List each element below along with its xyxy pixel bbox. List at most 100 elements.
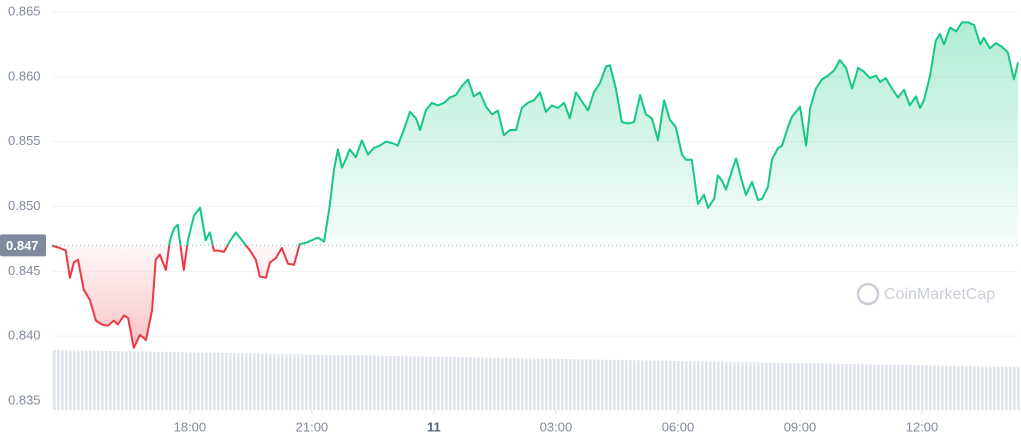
labels: 0.835 0.840 0.845 0.850 0.855 0.860 0.865 18:00… — [0, 3, 938, 434]
volume-bar — [993, 366, 996, 410]
volume-bar — [197, 352, 200, 410]
volume-bar — [725, 361, 728, 410]
volume-bar — [685, 361, 688, 410]
volume-bar — [713, 361, 716, 410]
volume-bar — [365, 355, 368, 410]
volume-bar — [385, 355, 388, 410]
watermark-text: CoinMarketCap — [884, 286, 995, 303]
volume-bar — [613, 359, 616, 410]
volume-bar — [245, 353, 248, 410]
volume-bar — [225, 353, 228, 410]
volume-bar — [373, 355, 376, 410]
baseline-label-box — [0, 234, 46, 257]
volume-bar — [677, 360, 680, 410]
volume-bar — [177, 352, 180, 410]
volume-bar — [413, 356, 416, 410]
volume-bar — [521, 358, 524, 410]
volume-bar — [637, 360, 640, 410]
volume-bar — [349, 355, 352, 410]
volume-bar — [625, 360, 628, 410]
volume-bar — [485, 357, 488, 410]
x-tick-label: 06:00 — [662, 419, 695, 434]
volume-bar — [645, 360, 648, 410]
volume-bar — [653, 360, 656, 410]
volume-bar — [941, 365, 944, 410]
x-tick-label: 21:00 — [296, 419, 329, 434]
volume-bar — [257, 353, 260, 410]
volume-bar — [861, 364, 864, 410]
volume-bar — [437, 356, 440, 410]
volume-bar — [821, 363, 824, 410]
volume-bar — [701, 361, 704, 410]
volume-bar — [297, 354, 300, 410]
volume-bar — [69, 350, 72, 410]
volume-bar — [833, 363, 836, 410]
volume-bar — [461, 357, 464, 410]
volume-bar — [849, 364, 852, 410]
volume-bar — [1017, 366, 1020, 410]
volume-bar — [585, 359, 588, 410]
volume-bar — [533, 358, 536, 410]
volume-bar — [505, 357, 508, 410]
volume-bar — [305, 354, 308, 410]
volume-bar — [281, 354, 284, 410]
volume-bar — [449, 356, 452, 410]
volume-bar — [209, 352, 212, 410]
volume-bar — [845, 363, 848, 410]
volume-bar — [113, 351, 116, 410]
volume-bar — [721, 361, 724, 410]
volume-bar — [573, 359, 576, 410]
volume-bar — [173, 352, 176, 410]
volume-bar — [289, 354, 292, 410]
volume-bar — [241, 353, 244, 410]
volume-bar — [545, 358, 548, 410]
volume-bar — [189, 352, 192, 410]
volume-bar — [1001, 366, 1004, 410]
volume-bar — [477, 357, 480, 410]
volume-bar — [317, 354, 320, 410]
volume-bar — [473, 357, 476, 410]
volume-bar — [109, 351, 112, 410]
volume-bar — [393, 356, 396, 410]
volume-bar — [873, 364, 876, 410]
y-tick-label: 0.865 — [8, 3, 41, 18]
volume-bar — [353, 355, 356, 410]
volume-bar — [681, 361, 684, 410]
volume-bar — [657, 360, 660, 410]
volume-bar — [117, 351, 120, 410]
volume-bar — [869, 364, 872, 410]
volume-bar — [1005, 366, 1008, 410]
volume-bar — [121, 351, 124, 410]
volume-bar — [1013, 366, 1016, 410]
volume-bar — [737, 362, 740, 410]
volume-bar — [169, 352, 172, 410]
volume-bar — [733, 361, 736, 410]
volume-bar — [597, 359, 600, 410]
volume-bar — [481, 357, 484, 410]
volume-bar — [1009, 366, 1012, 410]
volume-bar — [397, 356, 400, 410]
volume-bar — [857, 364, 860, 410]
volume-bar — [517, 358, 520, 410]
volume-bar — [329, 354, 332, 410]
volume-bar — [409, 356, 412, 410]
volume-bar — [785, 362, 788, 410]
volume-bar — [909, 365, 912, 410]
volume-bar — [81, 350, 84, 410]
volume-bar — [741, 362, 744, 410]
volume-bar — [433, 356, 436, 410]
volume-bar — [829, 363, 832, 410]
volume-bar — [961, 365, 964, 410]
volume-bar — [897, 364, 900, 410]
volume-bar — [549, 358, 552, 410]
volume-bar — [313, 354, 316, 410]
volume-bar — [809, 363, 812, 410]
volume-bar — [325, 354, 328, 410]
volume-bar — [221, 352, 224, 410]
volume-bar — [489, 357, 492, 410]
volume-bar — [901, 364, 904, 410]
volume-bar — [853, 364, 856, 410]
volume-bar — [93, 350, 96, 410]
volume-bar — [801, 363, 804, 410]
